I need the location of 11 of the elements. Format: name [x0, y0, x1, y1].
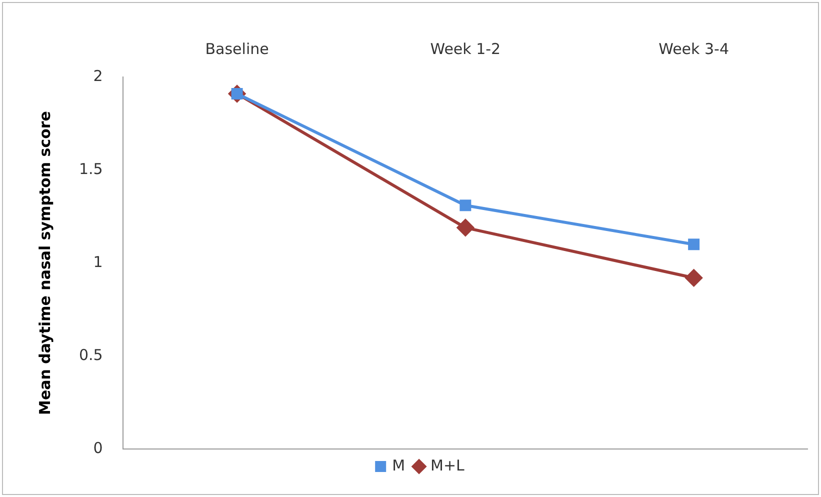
y-tick-label: 2 — [93, 66, 103, 85]
legend-label: M — [392, 456, 406, 474]
y-tick-label: 1 — [93, 252, 103, 271]
x-tick-label: Week 1-2 — [430, 40, 501, 58]
y-tick-label: 0 — [93, 438, 103, 457]
x-tick-label: Baseline — [205, 40, 269, 58]
y-tick-label: 1.5 — [78, 160, 103, 178]
y-axis-title: Mean daytime nasal symptom score — [36, 111, 54, 415]
y-tick-label: 0.5 — [78, 346, 103, 364]
legend-label: M+L — [430, 456, 466, 474]
x-tick-label: Week 3-4 — [658, 40, 729, 58]
